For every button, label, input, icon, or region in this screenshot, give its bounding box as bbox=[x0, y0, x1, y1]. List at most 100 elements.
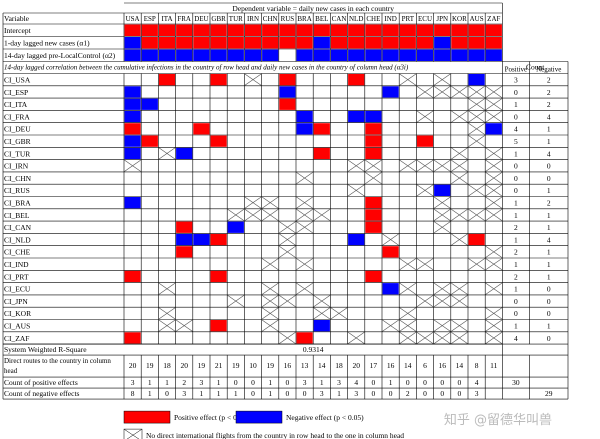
cell-positive bbox=[124, 270, 141, 283]
cell-no-flight-b bbox=[296, 209, 313, 221]
top-cell-negative bbox=[434, 49, 451, 61]
top-cell-positive bbox=[468, 24, 485, 36]
column-header-usa: USA bbox=[126, 15, 140, 23]
cell-no-flight-b bbox=[158, 147, 176, 160]
positive-count: 0 bbox=[514, 162, 518, 171]
count-header: Count bbox=[526, 63, 545, 72]
cell-no-flight-b bbox=[261, 319, 279, 332]
cell-positive bbox=[365, 221, 382, 233]
negative-effects-value: 0 bbox=[423, 389, 427, 398]
top-cell-positive bbox=[141, 37, 158, 49]
routes-value: 6 bbox=[423, 361, 427, 370]
negative-effects-value: 1 bbox=[200, 389, 204, 398]
top-cell-negative bbox=[485, 49, 502, 61]
cell-no-flight-b bbox=[433, 196, 451, 209]
routes-value: 20 bbox=[352, 361, 360, 370]
routes-value: 14 bbox=[456, 361, 464, 370]
cell-no-flight-b bbox=[244, 73, 262, 86]
top-cell-positive bbox=[416, 24, 434, 36]
top-cell-positive bbox=[124, 24, 141, 36]
cell-positive bbox=[210, 270, 227, 283]
positive-effects-value: 3 bbox=[337, 378, 341, 387]
legend-no-flight-cross-b bbox=[126, 428, 143, 439]
cell-no-flight-b bbox=[296, 221, 313, 234]
cell-no-flight-b bbox=[485, 307, 503, 320]
top-cell-negative bbox=[176, 49, 193, 61]
cell-negative bbox=[365, 110, 382, 123]
row-label: CI_ESP bbox=[4, 88, 28, 97]
top-cell-positive bbox=[399, 24, 416, 36]
cell-negative bbox=[193, 233, 210, 246]
cell-no-flight-b bbox=[399, 258, 417, 271]
positive-effects-value: 0 bbox=[372, 378, 376, 387]
cell-no-flight-b bbox=[158, 307, 176, 320]
positive-count: 1 bbox=[514, 322, 518, 331]
row-label: CI_DEU bbox=[4, 125, 31, 134]
top-cell-positive bbox=[485, 37, 502, 49]
positive-effects-value: 0 bbox=[440, 378, 444, 387]
cell-positive bbox=[210, 74, 227, 86]
positive-count: 4 bbox=[514, 125, 518, 134]
positive-count: 2 bbox=[514, 272, 518, 281]
cell-no-flight-b bbox=[433, 73, 451, 86]
cell-negative bbox=[176, 233, 193, 246]
cell-no-flight-b bbox=[261, 307, 279, 320]
cell-no-flight-b bbox=[399, 307, 417, 320]
section-label: 14-day lagged correlation between the cu… bbox=[4, 64, 409, 72]
routes-value: 18 bbox=[335, 361, 343, 370]
cell-no-flight-b bbox=[485, 98, 503, 111]
row-label: CI_FRA bbox=[4, 112, 30, 121]
routes-value: 16 bbox=[387, 361, 395, 370]
row-label: CI_GBR bbox=[4, 137, 31, 146]
cell-no-flight-b bbox=[433, 159, 451, 172]
cell-no-flight-b bbox=[485, 159, 503, 172]
positive-effects-value: 3 bbox=[131, 378, 135, 387]
top-cell-positive bbox=[382, 37, 399, 49]
cell-positive bbox=[141, 135, 158, 147]
top-cell-negative bbox=[141, 49, 158, 61]
cell-no-flight-b bbox=[279, 221, 296, 234]
top-cell-positive bbox=[158, 24, 176, 36]
r2-label: System Weighted R-Square bbox=[4, 345, 87, 354]
cell-no-flight-b bbox=[399, 159, 417, 172]
negative-count: 1 bbox=[547, 211, 551, 220]
table-title: Dependent variable = daily new cases in … bbox=[232, 4, 394, 13]
negative-count: 2 bbox=[547, 76, 551, 85]
cell-positive bbox=[365, 123, 382, 135]
routes-value: 10 bbox=[249, 361, 257, 370]
cell-no-flight-b bbox=[416, 184, 434, 197]
cell-positive bbox=[313, 123, 330, 135]
column-header-rus: RUS bbox=[281, 15, 295, 23]
negative-count: 4 bbox=[547, 149, 551, 158]
positive-effects-value: 4 bbox=[354, 378, 358, 387]
row-label: CI_CHE bbox=[4, 248, 31, 257]
routes-value: 21 bbox=[215, 361, 223, 370]
r2-value: 0.9314 bbox=[303, 345, 324, 354]
negative-count: 0 bbox=[547, 162, 551, 171]
cell-no-flight-b bbox=[468, 184, 485, 197]
column-header-kor: KOR bbox=[452, 15, 467, 23]
negative-effects-value: 0 bbox=[303, 389, 307, 398]
column-header-esp: ESP bbox=[144, 15, 156, 23]
cell-no-flight-b bbox=[347, 159, 365, 172]
cell-positive bbox=[468, 233, 485, 246]
cell-no-flight-b bbox=[365, 159, 382, 172]
cell-positive bbox=[279, 74, 296, 86]
cell-positive bbox=[365, 270, 382, 283]
top-cell-negative bbox=[451, 49, 468, 61]
positive-count: 3 bbox=[514, 76, 518, 85]
top-cell-negative bbox=[193, 49, 210, 61]
routes-value: 20 bbox=[180, 361, 188, 370]
cell-no-flight-b bbox=[433, 282, 451, 295]
cell-positive bbox=[365, 135, 382, 147]
routes-value: 11 bbox=[490, 361, 497, 370]
cell-negative bbox=[485, 123, 502, 135]
cell-no-flight-b bbox=[399, 73, 417, 86]
cell-no-flight-b bbox=[433, 332, 451, 344]
top-cell-positive bbox=[262, 24, 279, 36]
cell-no-flight-b bbox=[433, 221, 451, 234]
positive-count: 1 bbox=[514, 235, 518, 244]
top-cell-positive bbox=[141, 24, 158, 36]
negative-count: 1 bbox=[547, 322, 551, 331]
